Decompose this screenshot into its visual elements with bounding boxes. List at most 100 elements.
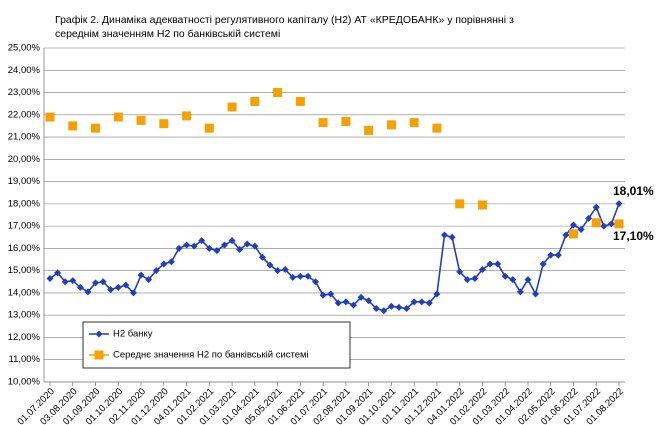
series-marker (220, 241, 228, 249)
series-marker (334, 299, 342, 307)
series-marker (312, 278, 320, 286)
series-marker (456, 268, 464, 276)
y-tick-label: 15,00% (8, 265, 41, 276)
series-marker (615, 200, 623, 208)
legend-box (82, 321, 351, 369)
legend-label: Середнє значення Н2 по банківській систе… (113, 350, 309, 361)
series-marker (433, 290, 441, 298)
y-tick-label: 13,00% (8, 310, 41, 321)
series-marker (182, 111, 192, 121)
y-tick-label: 24,00% (8, 65, 41, 76)
series-marker (349, 301, 357, 309)
series-marker (372, 305, 380, 313)
series-marker (228, 237, 236, 245)
series-marker (84, 288, 92, 296)
series-marker (569, 221, 577, 229)
legend-marker (94, 350, 104, 360)
series-marker (136, 115, 146, 125)
series-marker (516, 288, 524, 296)
y-tick-label: 17,00% (8, 221, 41, 232)
series-marker (76, 283, 84, 291)
series-marker (562, 231, 570, 239)
series-marker (342, 298, 350, 306)
series-marker (448, 233, 456, 241)
series-marker (410, 298, 418, 306)
series-marker (494, 260, 502, 268)
series-marker (357, 293, 365, 301)
series-marker (114, 283, 122, 291)
series-marker (441, 231, 449, 239)
series-marker (524, 276, 532, 284)
value-label: 17,10% (613, 229, 654, 243)
series-marker (99, 278, 107, 286)
series-marker (501, 272, 509, 280)
y-tick-label: 14,00% (8, 287, 41, 298)
series-marker (54, 269, 62, 277)
series-marker (547, 251, 555, 259)
series-marker (129, 289, 137, 297)
series-marker (295, 96, 305, 106)
series-marker (68, 121, 78, 131)
series-marker (318, 118, 328, 128)
y-tick-label: 10,00% (8, 377, 41, 388)
series-marker (577, 225, 585, 233)
series-marker (463, 276, 471, 284)
series-marker (145, 276, 153, 284)
series-marker (274, 267, 282, 275)
series-marker (327, 290, 335, 298)
series-marker (281, 266, 289, 274)
series-marker (387, 302, 395, 310)
series-marker (539, 260, 547, 268)
series-marker (477, 200, 487, 210)
series-marker (113, 112, 123, 122)
series-marker (418, 298, 426, 306)
series-marker (175, 244, 183, 252)
series-marker (319, 291, 327, 299)
series-marker (251, 242, 259, 250)
series-marker (92, 279, 100, 287)
series-marker (243, 240, 251, 248)
series-marker (380, 307, 388, 315)
series-marker (607, 220, 615, 228)
series-marker (568, 229, 578, 239)
series-marker (486, 260, 494, 268)
series-marker (167, 258, 175, 266)
series-marker (395, 303, 403, 311)
series-marker (478, 266, 486, 274)
series-marker (258, 253, 266, 261)
y-tick-label: 19,00% (8, 176, 41, 187)
series-line (49, 203, 620, 312)
series-marker (137, 271, 145, 279)
value-label: 18,01% (613, 184, 654, 198)
series-marker (69, 277, 77, 285)
series-marker (236, 246, 244, 254)
y-tick-label: 16,00% (8, 243, 41, 254)
series-marker (46, 274, 54, 282)
series-marker (160, 260, 168, 268)
y-tick-label: 11,00% (8, 354, 40, 365)
series-marker (213, 247, 221, 255)
series-marker (432, 123, 442, 133)
series-marker (204, 123, 214, 133)
series-marker (554, 251, 562, 259)
series-marker (183, 241, 191, 249)
series-marker (273, 88, 283, 98)
series-marker (266, 261, 274, 269)
series-marker (365, 297, 373, 305)
y-tick-label: 25,00% (8, 43, 41, 54)
series-marker (159, 119, 169, 129)
series-marker (296, 272, 304, 280)
series-marker (198, 237, 206, 245)
legend-marker (95, 330, 103, 338)
series-marker (250, 96, 260, 106)
legend-label: Н2 банку (113, 329, 153, 340)
series-marker (122, 281, 130, 289)
series-marker (592, 203, 600, 211)
series-marker (152, 267, 160, 275)
series-marker (455, 199, 465, 209)
series-marker (61, 278, 69, 286)
series-marker (91, 123, 101, 133)
series-marker (600, 222, 608, 230)
series-marker (509, 276, 517, 284)
